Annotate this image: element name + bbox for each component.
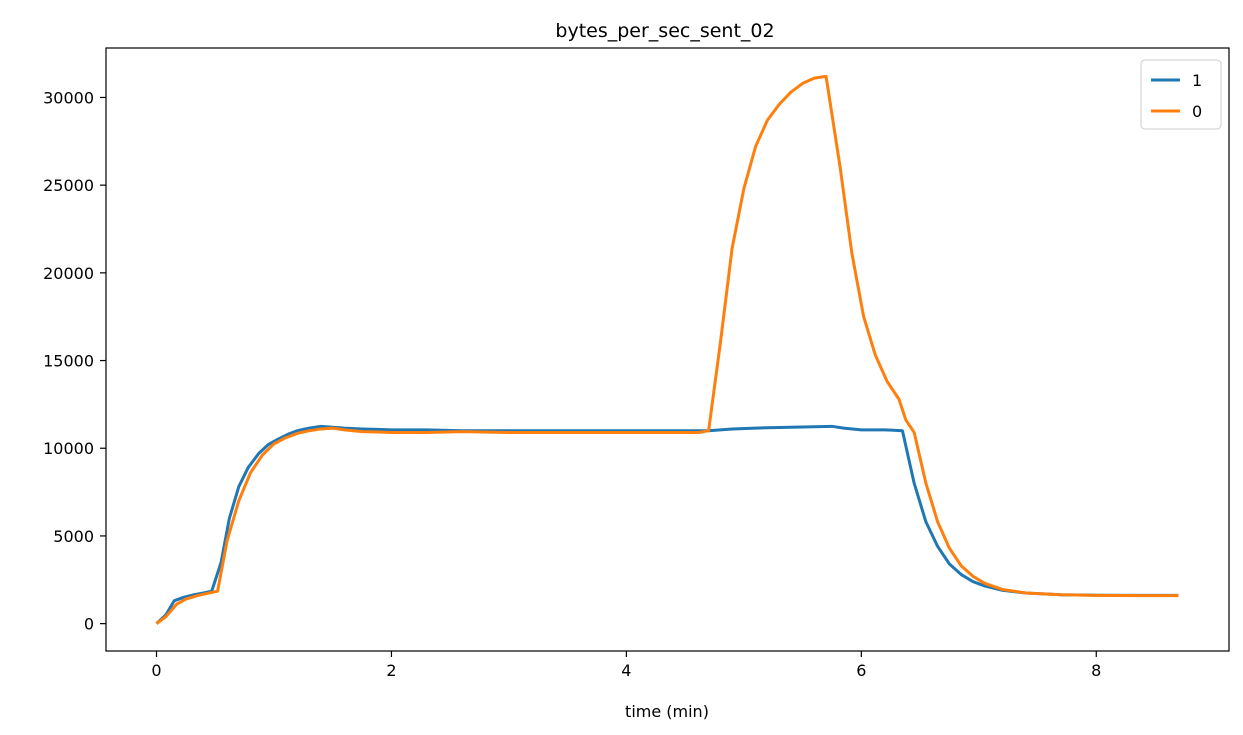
- x-tick-label: 4: [621, 661, 631, 680]
- x-tick-label: 0: [151, 661, 161, 680]
- y-axis-ticks: 0 5000 10000 15000 20000 25000 30000: [43, 88, 106, 634]
- chart-title: bytes_per_sec_sent_02: [555, 20, 774, 42]
- legend: 1 0: [1140, 59, 1222, 130]
- series-line-0: [155, 74, 1179, 625]
- y-tick-label: 5000: [53, 527, 94, 546]
- legend-box: [1140, 59, 1222, 130]
- y-tick-label: 15000: [43, 352, 94, 371]
- series-line-1: [155, 424, 1179, 625]
- x-tick-label: 8: [1091, 661, 1101, 680]
- x-tick-label: 6: [856, 661, 866, 680]
- y-tick-label: 20000: [43, 264, 94, 283]
- legend-label-series-1: 1: [1192, 71, 1202, 90]
- plot-frame: [105, 47, 1230, 652]
- y-tick-label: 0: [84, 615, 94, 634]
- series-layer: [155, 74, 1179, 625]
- y-tick-label: 30000: [43, 88, 94, 107]
- x-axis-ticks: 0 2 4 6 8: [151, 651, 1101, 680]
- x-axis-label: time (min): [625, 702, 709, 721]
- y-tick-label: 25000: [43, 176, 94, 195]
- y-tick-label: 10000: [43, 439, 94, 458]
- x-tick-label: 2: [386, 661, 396, 680]
- legend-label-series-0: 0: [1192, 102, 1202, 121]
